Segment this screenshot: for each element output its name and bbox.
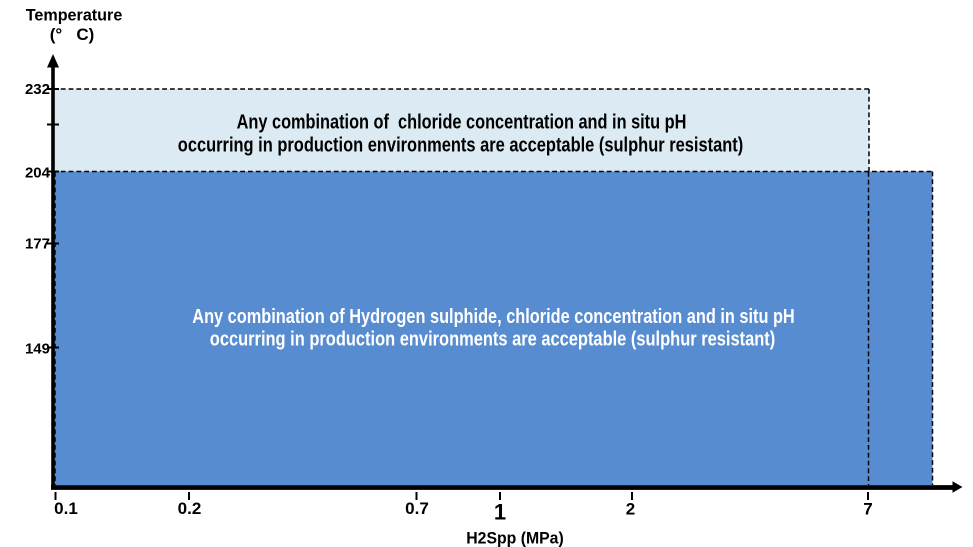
svg-text:occurring in production enviro: occurring in production environments are… [178,133,743,156]
svg-text:Any combination of Hydrogen su: Any combination of Hydrogen sulphide, ch… [192,304,794,327]
svg-text:Any combination of chloride c: Any combination of chloride concentratio… [237,110,687,133]
svg-text:occurring in production enviro: occurring in production environments are… [210,327,775,350]
svg-text:1: 1 [494,500,506,525]
svg-text:149: 149 [25,341,50,358]
svg-text:0.1: 0.1 [54,499,78,518]
svg-text:0.2: 0.2 [178,499,202,518]
svg-text:204: 204 [25,165,51,182]
svg-text:232: 232 [25,81,50,98]
svg-text:Temperature: Temperature [26,5,123,24]
svg-text:0.7: 0.7 [405,499,429,518]
svg-text:7: 7 [863,500,872,519]
svg-text:177: 177 [25,236,50,253]
svg-text:(° C): (° C) [50,25,95,44]
svg-text:H2Spp (MPa): H2Spp (MPa) [466,529,563,547]
svg-text:2: 2 [626,500,635,519]
